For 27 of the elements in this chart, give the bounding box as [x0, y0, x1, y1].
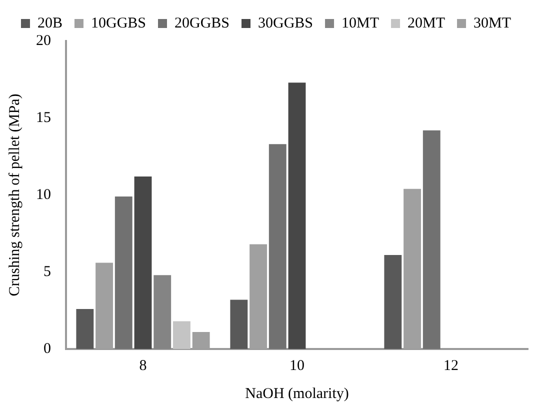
legend-label: 20B [37, 15, 62, 32]
y-tick-label: 5 [44, 264, 51, 280]
bar [384, 255, 402, 349]
bar [76, 308, 94, 349]
legend-label: 20GGBS [174, 15, 230, 32]
bar [134, 176, 152, 349]
legend-label: 30MT [474, 15, 512, 32]
x-tick-label: 10 [290, 358, 304, 374]
legend-label: 10GGBS [90, 15, 146, 32]
y-tick-label: 0 [44, 340, 51, 357]
y-tick-label: 10 [36, 186, 51, 203]
bar [114, 196, 132, 349]
x-tick-label: 8 [139, 358, 147, 374]
x-axis-title: NaOH (molarity) [245, 386, 349, 402]
bar [422, 130, 440, 349]
y-tick-label: 15 [36, 110, 51, 126]
y-tick-label: 20 [36, 32, 51, 49]
bar [154, 275, 172, 349]
bar [230, 300, 248, 349]
legend-label: 20MT [408, 15, 446, 32]
bar [173, 321, 190, 349]
bar [268, 144, 286, 349]
x-tick-label: 12 [444, 358, 458, 374]
legend-label: 10MT [342, 15, 380, 32]
legend-label: 30GGBS [258, 15, 314, 32]
bar [288, 82, 306, 349]
y-axis-title: Crushing strength of pellet (MPa) [6, 94, 23, 296]
